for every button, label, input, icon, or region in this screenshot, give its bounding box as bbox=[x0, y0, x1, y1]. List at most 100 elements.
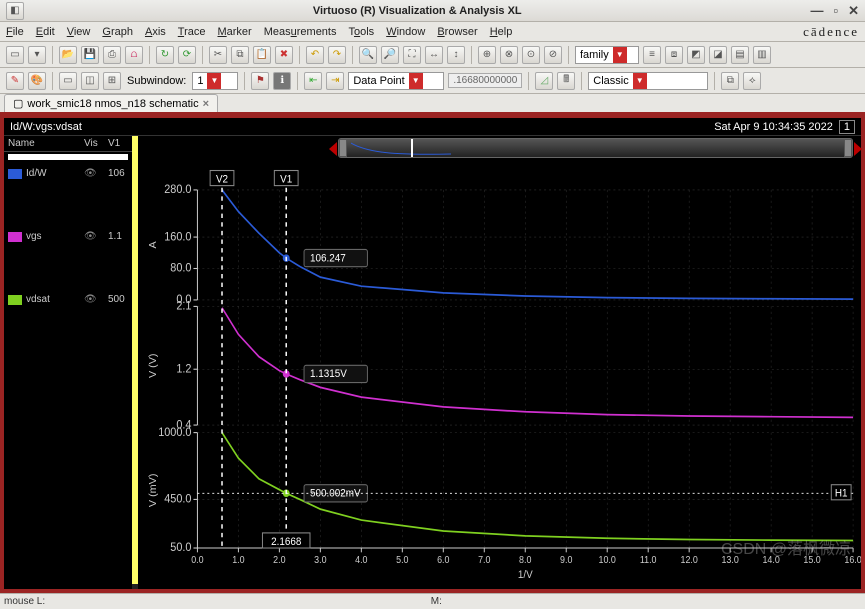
tool-b-icon[interactable]: ⟡ bbox=[743, 72, 761, 90]
svg-text:14.0: 14.0 bbox=[762, 555, 779, 565]
zoom-y-icon[interactable]: ↕ bbox=[447, 46, 465, 64]
cursor-c-icon[interactable]: ⊙ bbox=[522, 46, 540, 64]
zoom-fit-icon[interactable]: ⛶ bbox=[403, 46, 421, 64]
trace-row[interactable]: vdsat 👁 500 bbox=[4, 292, 132, 307]
misc2-icon[interactable]: ⧈ bbox=[665, 46, 683, 64]
chevron-down-icon[interactable]: ▼ bbox=[207, 73, 221, 89]
close-button[interactable]: ✕ bbox=[848, 3, 859, 19]
tool-a-icon[interactable]: ⧉ bbox=[721, 72, 739, 90]
trace-filter-input[interactable] bbox=[8, 154, 128, 160]
titlebar: ◧ Virtuoso (R) Visualization & Analysis … bbox=[0, 0, 865, 22]
palette-icon[interactable]: 🎨 bbox=[28, 72, 46, 90]
menu-measurements[interactable]: Measurements bbox=[264, 26, 337, 38]
misc1-icon[interactable]: ≡ bbox=[643, 46, 661, 64]
cursor-d-icon[interactable]: ⊘ bbox=[544, 46, 562, 64]
wand-icon[interactable]: ✎ bbox=[6, 72, 24, 90]
trace-panel: Name Vis V1 Id/W 👁 106 vgs 👁 1.1 vdsat 👁… bbox=[4, 136, 132, 589]
visibility-icon[interactable]: 👁 bbox=[84, 231, 108, 242]
misc5-icon[interactable]: ▤ bbox=[731, 46, 749, 64]
plot-header: Id/W:vgs:vdsat Sat Apr 9 10:34:35 2022 1 bbox=[4, 118, 861, 136]
menu-window[interactable]: Window bbox=[386, 26, 425, 38]
trace-row[interactable]: Id/W 👁 106 bbox=[4, 166, 132, 181]
menu-help[interactable]: Help bbox=[490, 26, 513, 38]
menu-axis[interactable]: Axis bbox=[145, 26, 166, 38]
trace-value: 106 bbox=[108, 168, 128, 179]
subwindow-combo[interactable]: 1 ▼ bbox=[192, 72, 238, 90]
plot-area[interactable]: 0.080.0160.0280.0A106.2470.41.22.1V (V)1… bbox=[138, 136, 861, 589]
zoom-cursor[interactable] bbox=[411, 139, 413, 157]
chart-svg: 0.080.0160.0280.0A106.2470.41.22.1V (V)1… bbox=[138, 136, 861, 589]
flag-icon[interactable]: ⚑ bbox=[251, 72, 269, 90]
reload2-icon[interactable]: ⟳ bbox=[178, 46, 196, 64]
layout3-icon[interactable]: ⊞ bbox=[103, 72, 121, 90]
svg-text:15.0: 15.0 bbox=[803, 555, 820, 565]
svg-text:106.247: 106.247 bbox=[310, 253, 346, 264]
cursor-b-icon[interactable]: ⊗ bbox=[500, 46, 518, 64]
svg-text:450.0: 450.0 bbox=[164, 493, 191, 506]
zoom-x-icon[interactable]: ↔ bbox=[425, 46, 443, 64]
misc6-icon[interactable]: ▥ bbox=[753, 46, 771, 64]
zoom-handle-left[interactable] bbox=[339, 139, 347, 157]
chevron-down-icon[interactable]: ▼ bbox=[409, 73, 423, 89]
menu-graph[interactable]: Graph bbox=[102, 26, 133, 38]
calc-icon[interactable]: 🖩 bbox=[557, 72, 575, 90]
status-mid: M: bbox=[431, 596, 442, 607]
menu-browser[interactable]: Browser bbox=[437, 26, 477, 38]
visibility-icon[interactable]: 👁 bbox=[84, 168, 108, 179]
trace-row[interactable]: vgs 👁 1.1 bbox=[4, 229, 132, 244]
stats-icon[interactable]: ◿ bbox=[535, 72, 553, 90]
new-doc-icon[interactable]: ▭ bbox=[6, 46, 24, 64]
open-icon[interactable]: 📂 bbox=[59, 46, 77, 64]
import-icon[interactable]: ⇤ bbox=[304, 72, 322, 90]
tab-schematic[interactable]: ▢ work_smic18 nmos_n18 schematic × bbox=[4, 94, 218, 112]
menu-marker[interactable]: Marker bbox=[217, 26, 251, 38]
menu-edit[interactable]: Edit bbox=[36, 26, 55, 38]
chevron-down-icon[interactable]: ▼ bbox=[613, 47, 627, 63]
statusbar: mouse L: M: bbox=[0, 593, 865, 609]
info-icon[interactable]: ℹ bbox=[273, 72, 291, 90]
menu-file[interactable]: File bbox=[6, 26, 24, 38]
print-icon[interactable]: ⎙ bbox=[103, 46, 121, 64]
trace-name: Id/W bbox=[26, 168, 84, 179]
menubar: File Edit View Graph Axis Trace Marker M… bbox=[0, 22, 865, 42]
snapshot-icon[interactable]: ⩍ bbox=[125, 46, 143, 64]
zoom-bar[interactable] bbox=[338, 138, 853, 158]
layout2-icon[interactable]: ◫ bbox=[81, 72, 99, 90]
misc4-icon[interactable]: ◪ bbox=[709, 46, 727, 64]
export-icon[interactable]: ⇥ bbox=[326, 72, 344, 90]
save-icon[interactable]: 💾 bbox=[81, 46, 99, 64]
minimize-button[interactable]: — bbox=[810, 3, 823, 19]
new-dd-icon[interactable]: ▾ bbox=[28, 46, 46, 64]
col-vis: Vis bbox=[84, 138, 108, 149]
tab-close-icon[interactable]: × bbox=[203, 98, 209, 110]
zoom-in-icon[interactable]: 🔍 bbox=[359, 46, 377, 64]
layout1-icon[interactable]: ▭ bbox=[59, 72, 77, 90]
misc3-icon[interactable]: ◩ bbox=[687, 46, 705, 64]
svg-text:A: A bbox=[148, 241, 159, 248]
redo-icon[interactable]: ↷ bbox=[328, 46, 346, 64]
zoom-left-icon[interactable] bbox=[329, 142, 337, 156]
reload-icon[interactable]: ↻ bbox=[156, 46, 174, 64]
visibility-icon[interactable]: 👁 bbox=[84, 294, 108, 305]
menu-trace[interactable]: Trace bbox=[178, 26, 206, 38]
family-combo[interactable]: family ▼ bbox=[575, 46, 639, 64]
svg-text:1.2: 1.2 bbox=[176, 363, 191, 376]
chevron-down-icon[interactable]: ▼ bbox=[633, 73, 647, 89]
style-combo[interactable]: Classic ▼ bbox=[588, 72, 708, 90]
mode-combo[interactable]: Data Point ▼ bbox=[348, 72, 444, 90]
menu-tools[interactable]: Tools bbox=[349, 26, 375, 38]
maximize-button[interactable]: ▫ bbox=[833, 3, 838, 19]
cut-icon[interactable]: ✂ bbox=[209, 46, 227, 64]
delete-icon[interactable]: ✖ bbox=[275, 46, 293, 64]
cursor-a-icon[interactable]: ⊕ bbox=[478, 46, 496, 64]
copy-icon[interactable]: ⧉ bbox=[231, 46, 249, 64]
zoom-handle-right[interactable] bbox=[844, 139, 852, 157]
menu-view[interactable]: View bbox=[67, 26, 91, 38]
paste-icon[interactable]: 📋 bbox=[253, 46, 271, 64]
col-v1: V1 bbox=[108, 138, 128, 149]
undo-icon[interactable]: ↶ bbox=[306, 46, 324, 64]
trace-value: 500 bbox=[108, 294, 128, 305]
zoom-out-icon[interactable]: 🔎 bbox=[381, 46, 399, 64]
trace-name: vdsat bbox=[26, 294, 84, 305]
zoom-right-icon[interactable] bbox=[854, 142, 862, 156]
